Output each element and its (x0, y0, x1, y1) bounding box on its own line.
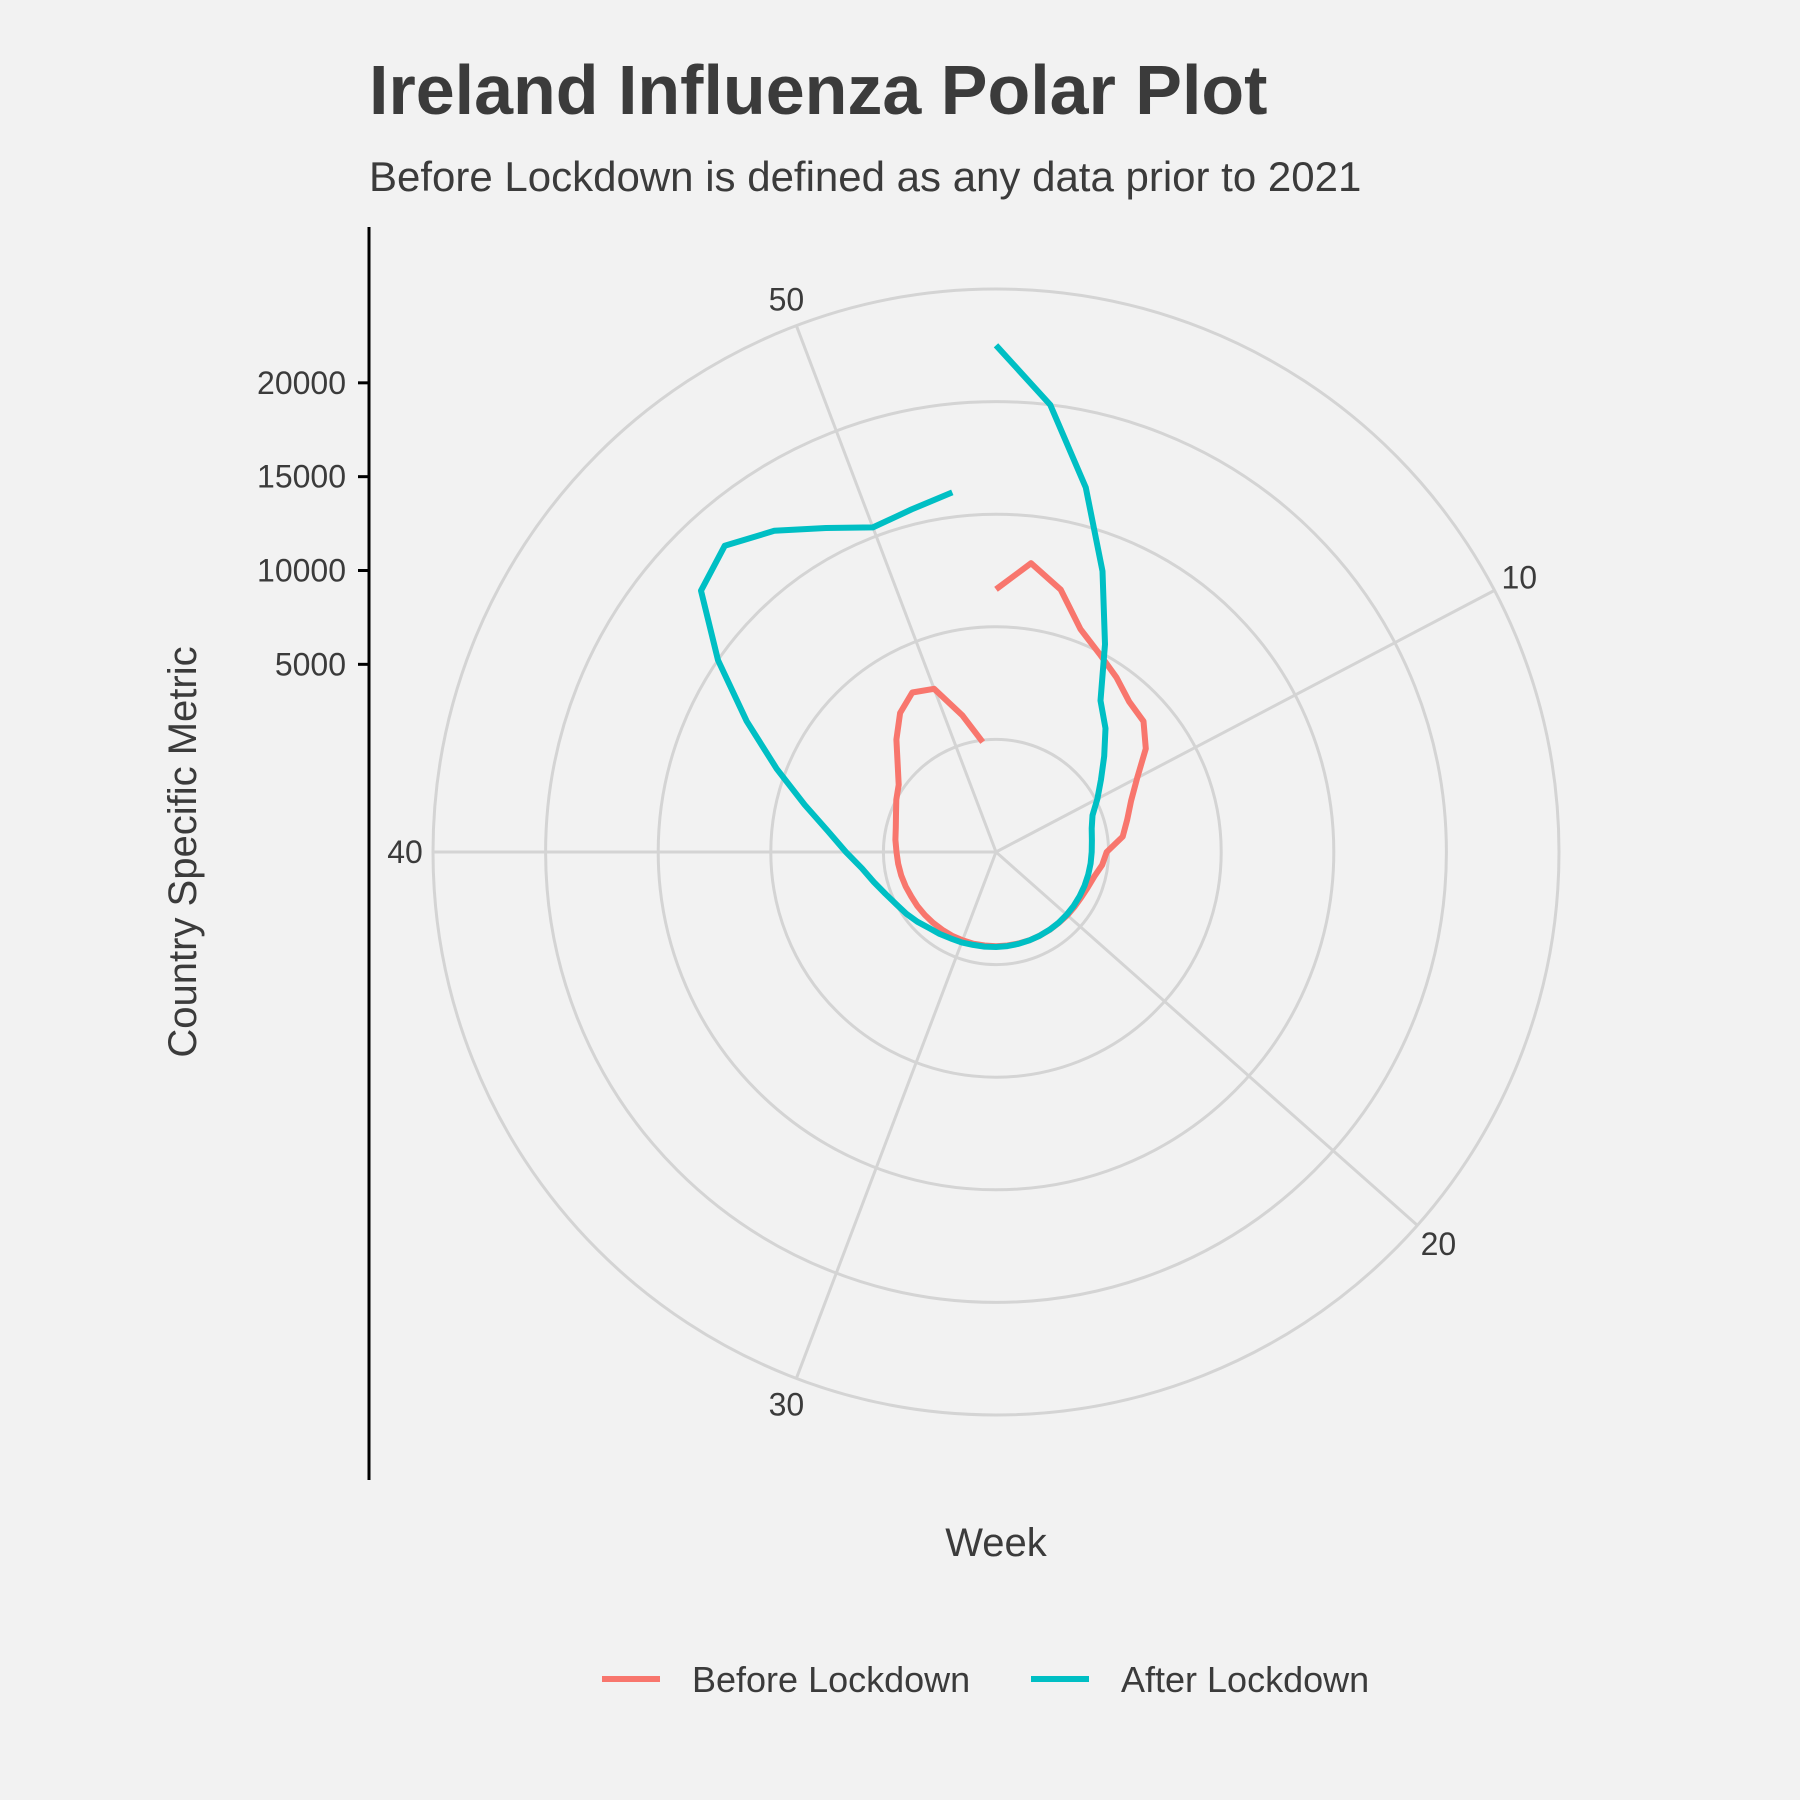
theta-tick-label: 20 (1421, 1226, 1457, 1262)
theta-tick-label: 30 (769, 1387, 805, 1423)
series-layer (698, 343, 1149, 950)
r-tick-label: 20000 (257, 365, 346, 401)
r-tick-label: 10000 (257, 553, 346, 589)
grid-spoke (995, 589, 1496, 854)
polar-grid (431, 287, 1561, 1417)
grid-spoke (995, 850, 1419, 1227)
grid-spoke (794, 851, 998, 1379)
r-tick-label: 15000 (257, 459, 346, 495)
theta-tick-labels: 10 20 30 40 50 (387, 281, 1537, 1422)
series-line-after-lockdown (698, 343, 1109, 950)
r-tick-label: 5000 (275, 646, 346, 682)
legend: Before Lockdown After Lockdown (602, 1659, 1369, 1700)
grid-spoke (794, 325, 998, 853)
chart-title: Ireland Influenza Polar Plot (369, 51, 1267, 129)
x-axis-title: Week (945, 1521, 1048, 1565)
y-axis-title: Country Specific Metric (161, 646, 205, 1057)
series-line-before-lockdown (892, 560, 1149, 950)
theta-tick-label: 50 (769, 281, 805, 317)
chart-subtitle: Before Lockdown is defined as any data p… (369, 153, 1361, 200)
r-axis-ticks: 5000 10000 15000 20000 (257, 365, 369, 682)
legend-label: Before Lockdown (692, 1659, 970, 1700)
legend-label: After Lockdown (1121, 1659, 1369, 1700)
theta-tick-label: 10 (1502, 559, 1538, 595)
theta-tick-label: 40 (387, 834, 423, 870)
